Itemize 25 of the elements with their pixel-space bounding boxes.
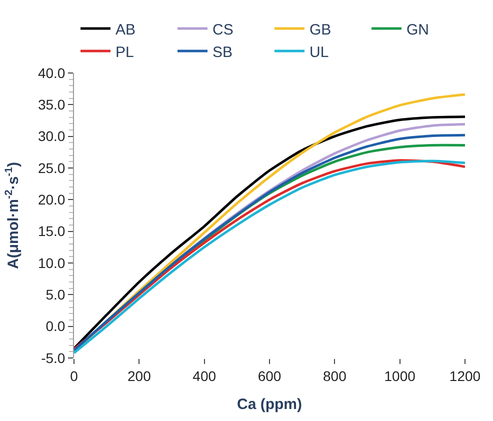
y-tick-label: 40.0 (38, 64, 66, 81)
y-tick-label: 25.0 (38, 160, 66, 176)
x-tick-label: 1000 (384, 368, 416, 384)
x-axis-title: Ca (ppm) (237, 396, 302, 413)
y-tick-label: 5.0 (46, 286, 66, 303)
y-tick-label: 15.0 (38, 223, 66, 240)
y-tick-label: 20.0 (38, 192, 66, 208)
y-tick-label: 10.0 (38, 254, 66, 271)
y-tick-label: -5.0 (41, 350, 66, 366)
legend-label: GB (310, 21, 332, 38)
legend-label: CS (212, 21, 234, 38)
x-tick-label: 600 (258, 368, 282, 384)
x-tick-label: 400 (192, 368, 216, 384)
legend-label: AB (116, 21, 136, 38)
y-tick-label: 0.0 (46, 318, 66, 334)
x-tick-label: 1200 (449, 368, 481, 384)
x-tick-label: 800 (322, 368, 347, 384)
x-tick-label: 200 (127, 368, 152, 384)
legend-label: PL (116, 44, 134, 61)
legend-label: SB (212, 44, 233, 61)
legend-label: UL (310, 44, 329, 61)
y-tick-label: 35.0 (38, 96, 66, 113)
legend-label: GN (406, 21, 429, 38)
x-tick-label: 0 (70, 368, 78, 384)
y-tick-label: 30.0 (38, 128, 66, 144)
